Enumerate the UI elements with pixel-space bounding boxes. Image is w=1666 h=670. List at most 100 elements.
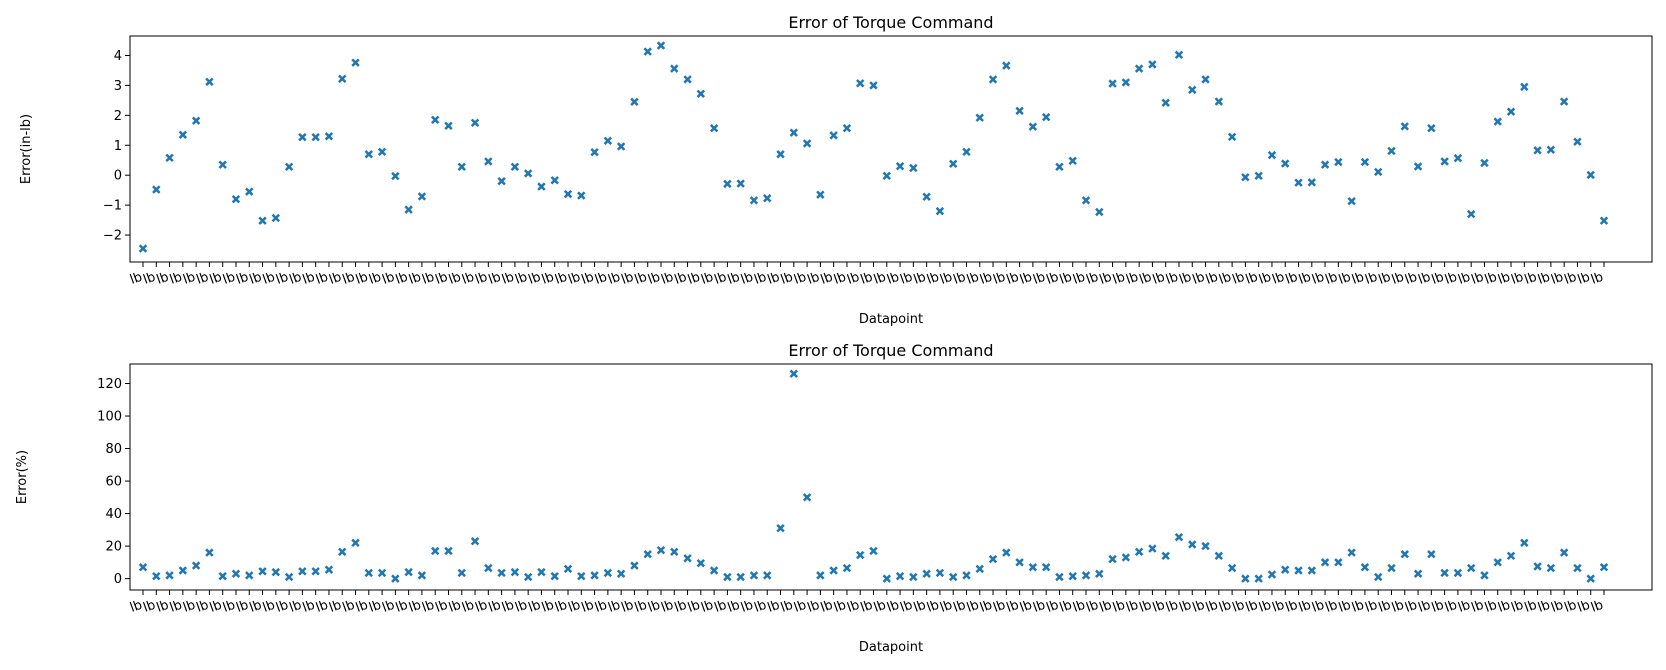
x-tick-label: lb [739, 598, 755, 616]
x-tick-label: lb [1403, 270, 1419, 288]
data-point [1121, 553, 1131, 562]
x-tick-label: lb [606, 270, 622, 288]
data-point [178, 566, 188, 575]
data-point [1387, 146, 1396, 156]
chart-panel-1: Error of Torque Command Datapoint Error(in… [19, 13, 1653, 327]
data-point [1095, 569, 1104, 578]
data-point [258, 216, 267, 225]
x-tick-label: lb [1257, 270, 1273, 288]
data-point [1360, 563, 1370, 572]
x-tick-label: lb [1005, 270, 1021, 288]
data-point [1506, 107, 1516, 116]
x-tick-label: lb [1230, 270, 1246, 288]
data-point [1041, 563, 1051, 572]
x-tick-label: lb [1111, 598, 1127, 616]
data-point [1360, 157, 1370, 167]
data-point [776, 524, 785, 533]
x-tick-label: lb [1005, 598, 1021, 616]
x-tick-label: lb [155, 598, 171, 616]
data-point [1493, 558, 1502, 567]
x-tick-label: lb [1337, 270, 1353, 288]
y-tick-label: 40 [105, 507, 122, 522]
data-point [736, 179, 745, 188]
data-point [1201, 75, 1210, 84]
x-tick-label: lb [380, 598, 396, 616]
data-point [431, 115, 440, 125]
data-point [152, 571, 161, 581]
data-point [523, 169, 533, 178]
x-tick-label: lb [633, 598, 649, 616]
x-tick-label: lb [473, 598, 489, 616]
data-point [1201, 541, 1210, 551]
data-point [895, 162, 905, 171]
data-point [457, 162, 466, 172]
x-tick-label: lb [274, 270, 290, 288]
x-tick-label: lb [1470, 270, 1486, 288]
x-tick-label: lb [168, 598, 184, 616]
x-tick-label: lb [1470, 598, 1486, 616]
data-point [1307, 566, 1316, 575]
data-point [590, 571, 599, 580]
y-tick-label: 120 [97, 377, 122, 392]
data-point [1427, 550, 1436, 559]
x-tick-label: lb [1430, 270, 1446, 288]
x-tick-label: lb [447, 598, 463, 616]
x-tick-label: lb [1523, 598, 1539, 616]
data-point [470, 118, 480, 128]
x-tick-label: lb [673, 270, 689, 288]
x-tick-label: lb [1124, 598, 1140, 616]
x-tick-label: lb [500, 598, 516, 616]
data-point [1347, 197, 1356, 206]
x-tick-label: lb [460, 270, 476, 288]
data-point [975, 564, 984, 574]
data-point [842, 563, 852, 573]
y-tick-label: 4 [114, 49, 122, 64]
x-tick-label: lb [274, 598, 290, 616]
data-point [1188, 540, 1197, 549]
data-point [1334, 157, 1343, 167]
data-point [271, 567, 281, 577]
data-point [895, 571, 905, 581]
data-point [962, 571, 971, 580]
x-tick-label: lb [1536, 598, 1552, 616]
x-tick-label: lb [1337, 598, 1353, 616]
x-tick-label: lb [181, 598, 197, 616]
data-point [656, 545, 666, 555]
x-tick-label: lb [301, 598, 317, 616]
data-point [1028, 563, 1038, 572]
x-tick-label: lb [805, 270, 821, 288]
data-point [802, 139, 812, 148]
data-point [577, 191, 586, 200]
x-tick-label: lb [872, 598, 888, 616]
y-tick-label: 100 [97, 410, 122, 425]
data-point [643, 550, 652, 559]
data-point [763, 571, 772, 580]
data-point [696, 558, 706, 568]
x-tick-label: lb [1031, 270, 1047, 288]
x-tick-label: lb [912, 598, 928, 616]
data-point [1227, 132, 1237, 142]
x-tick-label: lb [314, 598, 330, 616]
data-point [1413, 569, 1423, 578]
x-tick-label: lb [1483, 270, 1499, 288]
x-tick-label: lb [1589, 598, 1605, 616]
data-point [802, 493, 812, 502]
x-tick-label: lb [1496, 598, 1512, 616]
data-point [1374, 572, 1383, 582]
x-tick-label: lb [1284, 598, 1300, 616]
x-tick-label: lb [712, 270, 728, 288]
x-tick-label: lb [792, 598, 808, 616]
data-point [1055, 572, 1064, 582]
data-point [1440, 568, 1449, 578]
x-tick-label: lb [1098, 270, 1114, 288]
data-point [470, 537, 480, 546]
x-tick-label: lb [991, 598, 1007, 616]
x-tick-label: lb [593, 270, 609, 288]
x-tick-label: lb [194, 270, 210, 288]
data-point [922, 192, 931, 201]
data-point [696, 89, 706, 98]
x-tick-label: lb [885, 270, 901, 288]
x-tick-label: lb [527, 270, 543, 288]
x-tick-label: lb [845, 270, 861, 288]
